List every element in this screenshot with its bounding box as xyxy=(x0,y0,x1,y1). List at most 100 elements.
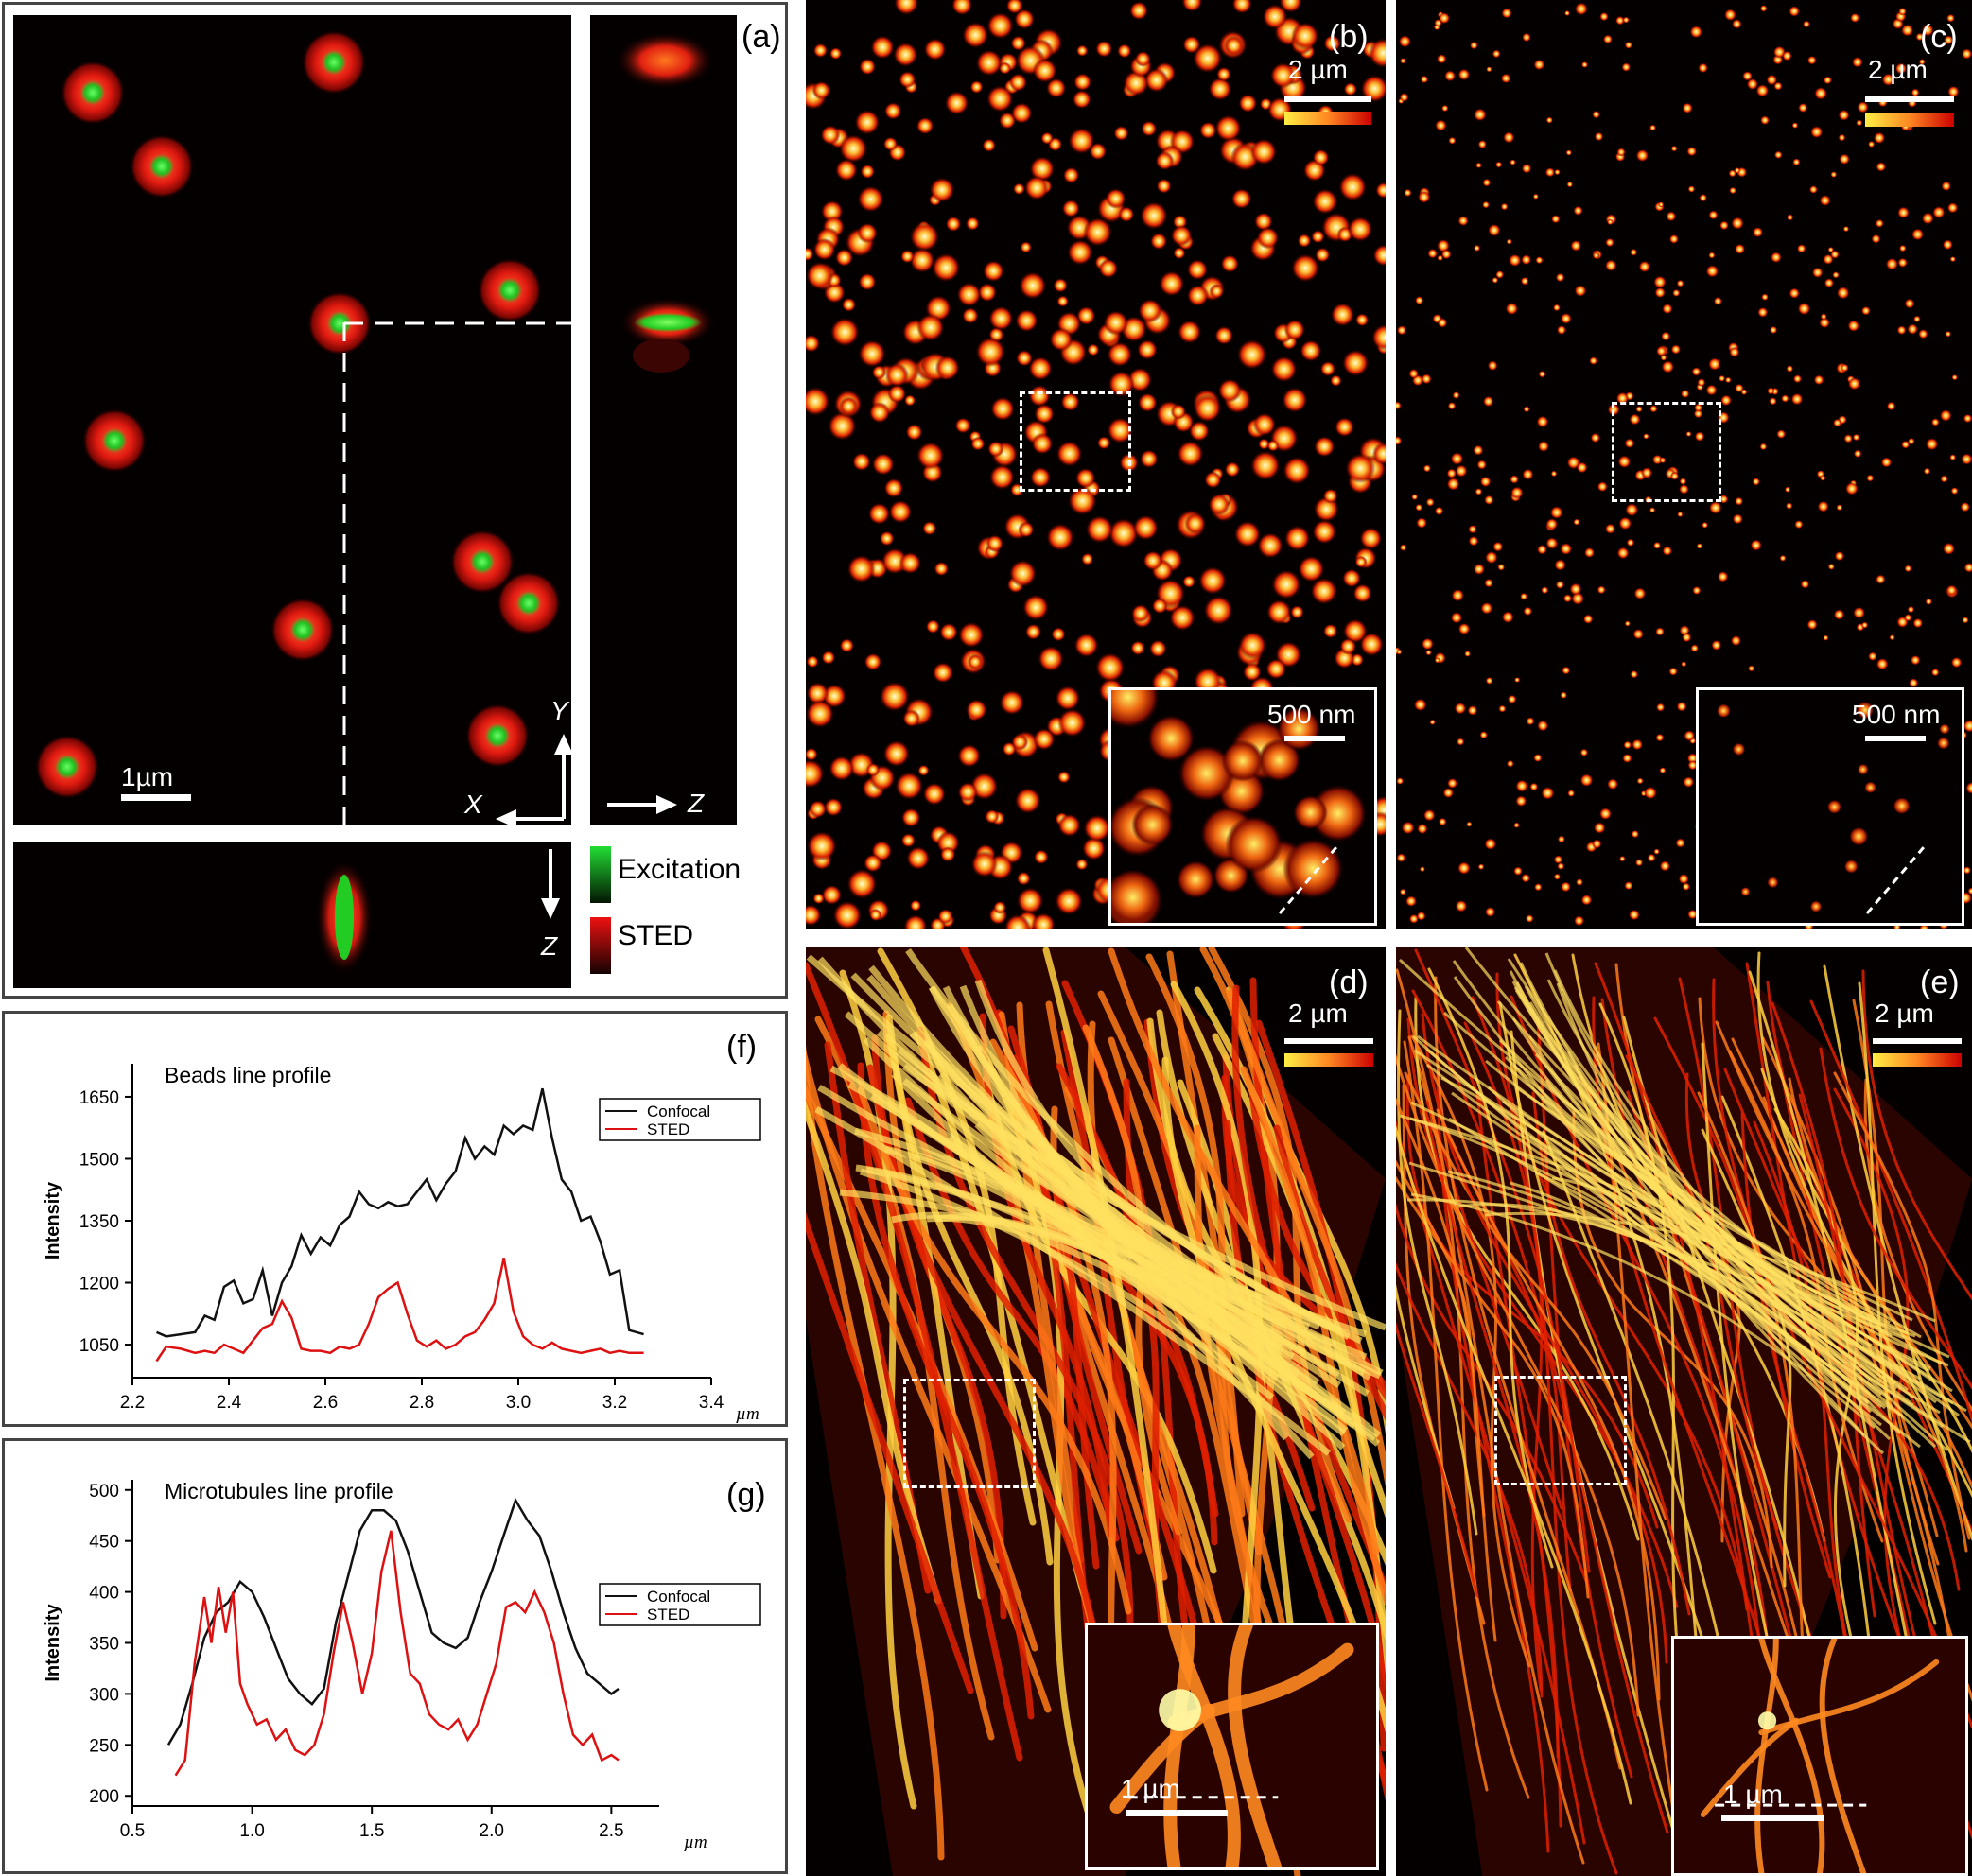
xz-bead-green xyxy=(335,875,354,960)
x-tick-label: 2.4 xyxy=(217,1393,242,1413)
panel-b-label: (b) xyxy=(1329,19,1369,55)
legend-box xyxy=(599,1583,761,1626)
microtubule-image-e xyxy=(1396,947,1972,1876)
series-line-confocal xyxy=(166,1497,620,1746)
panel-a-xy-view xyxy=(13,15,571,825)
bead-image-xy xyxy=(35,30,571,825)
inset-e xyxy=(1671,1636,1968,1876)
legend-label: STED xyxy=(647,1606,689,1624)
inset-d xyxy=(1085,1623,1379,1870)
roi-box-c xyxy=(1612,402,1721,502)
y-tick-label: 400 xyxy=(89,1584,119,1604)
x-tick-label: 3.2 xyxy=(602,1393,627,1413)
microtubule-image-d xyxy=(806,947,1386,1876)
x-arrowhead xyxy=(496,809,516,825)
roi-box-d xyxy=(903,1379,1036,1488)
x-tick-label: 2.5 xyxy=(599,1821,623,1841)
chart-f: 2.2 2.4 2.6 2.8 3.0 3.2 3.4 1050 1200 1350 1500 165… xyxy=(43,1063,761,1424)
panel-e-label: (e) xyxy=(1920,964,1960,1000)
x-tick-label: 1.5 xyxy=(359,1821,384,1841)
inset-b xyxy=(1108,687,1377,926)
x-tick-label: 1.0 xyxy=(239,1821,264,1841)
scalebar-e-label: 2 µm xyxy=(1875,999,1934,1028)
axis-z-bottom-label: Z xyxy=(541,931,558,961)
panel-a-yz-view xyxy=(590,15,737,825)
scalebar-d-label: 2 µm xyxy=(1288,999,1348,1028)
panel-a-label: (a) xyxy=(742,19,781,55)
scalebar-c-label: 2 µm xyxy=(1868,55,1928,84)
scalebar-b-label: 2 µm xyxy=(1288,55,1348,84)
inset-e-scalebar xyxy=(1721,1815,1824,1821)
scalebar-c xyxy=(1865,96,1954,102)
chart-g: 0.5 1.0 1.5 2.0 2.5 200 250 300 350 400 450 500 µm In… xyxy=(43,1479,761,1852)
scalebar-b xyxy=(1284,96,1371,102)
scalebar-a xyxy=(121,794,191,801)
axis-z-side-label: Z xyxy=(688,789,705,818)
chart-title: Microtubules line profile xyxy=(165,1479,393,1503)
bead-group xyxy=(35,30,561,799)
inset-b-scalebar xyxy=(1284,736,1345,741)
x-tick-label: 3.0 xyxy=(506,1393,531,1413)
filament-group xyxy=(1396,947,1972,1876)
x-tick-label: 2.0 xyxy=(480,1821,504,1841)
line-profile-cut xyxy=(1865,846,1926,914)
x-axis-label: µm xyxy=(736,1404,759,1424)
x-tick-label: 2.6 xyxy=(313,1393,338,1413)
inset-c-scalebar xyxy=(1865,736,1926,741)
chart-title: Beads line profile xyxy=(165,1063,331,1087)
panel-g-label: (g) xyxy=(726,1477,766,1513)
y-tick-label: 350 xyxy=(89,1635,119,1655)
inset-e-scalebar-label: 1 µm xyxy=(1723,1780,1783,1809)
colorbar-b xyxy=(1284,112,1371,125)
y-tick-label: 1200 xyxy=(79,1275,119,1294)
y-axis-label: Intensity xyxy=(43,1604,63,1682)
roi-box-e xyxy=(1494,1376,1627,1485)
legend-box xyxy=(599,1098,761,1141)
yz-bead-top xyxy=(616,32,714,89)
colorbar-e xyxy=(1873,1053,1962,1067)
inset-c xyxy=(1696,687,1964,926)
y-tick-label: 1500 xyxy=(79,1150,119,1170)
x-tick-label: 2.2 xyxy=(120,1393,145,1413)
legend-label: Confocal xyxy=(647,1588,710,1606)
series-line-confocal xyxy=(156,1087,644,1338)
filament-group xyxy=(806,947,1386,1876)
axis-x-label: X xyxy=(464,790,482,819)
series-line-sted xyxy=(155,1258,644,1363)
x-tick-label: 3.4 xyxy=(699,1393,724,1413)
panel-c-label: (c) xyxy=(1920,19,1958,55)
axis-y-label: Y xyxy=(550,696,568,725)
y-tick-label: 1650 xyxy=(79,1088,119,1108)
yz-glow xyxy=(633,339,689,373)
puncta-group xyxy=(806,0,1386,929)
yz-bead-mid-green xyxy=(634,313,702,332)
inset-b-scalebar-label: 500 nm xyxy=(1267,700,1356,729)
panel-c-image xyxy=(1396,0,1972,929)
x-tick-label: 0.5 xyxy=(120,1821,145,1841)
inset-d-scalebar-label: 1 µm xyxy=(1121,1774,1180,1803)
legend-label: Confocal xyxy=(647,1103,710,1120)
panel-d-label: (d) xyxy=(1329,964,1369,1000)
legend-sted-swatch xyxy=(590,917,611,974)
z-arrowhead-side xyxy=(656,795,677,814)
y-arrowhead xyxy=(554,734,571,755)
y-tick-label: 1350 xyxy=(79,1212,119,1232)
inset-c-scalebar-label: 500 nm xyxy=(1852,700,1941,729)
scalebar-d xyxy=(1284,1038,1373,1044)
y-axis-label: Intensity xyxy=(43,1181,63,1259)
y-tick-label: 250 xyxy=(89,1736,119,1756)
legend-excitation-swatch xyxy=(590,846,611,903)
legend-sted-label: STED xyxy=(618,920,694,951)
puncta-image-b xyxy=(806,0,1386,929)
inset-d-scalebar xyxy=(1126,1810,1228,1816)
z-arrowhead-bottom xyxy=(541,898,560,919)
colorbar-c xyxy=(1865,113,1954,127)
panel-a-xz-view xyxy=(13,842,571,988)
scalebar-a-label: 1µm xyxy=(121,762,174,791)
y-tick-label: 1050 xyxy=(79,1336,119,1356)
line-profile-cut xyxy=(1278,846,1338,914)
y-tick-label: 200 xyxy=(89,1787,119,1807)
scalebar-e xyxy=(1873,1038,1962,1044)
y-tick-label: 500 xyxy=(89,1482,119,1502)
